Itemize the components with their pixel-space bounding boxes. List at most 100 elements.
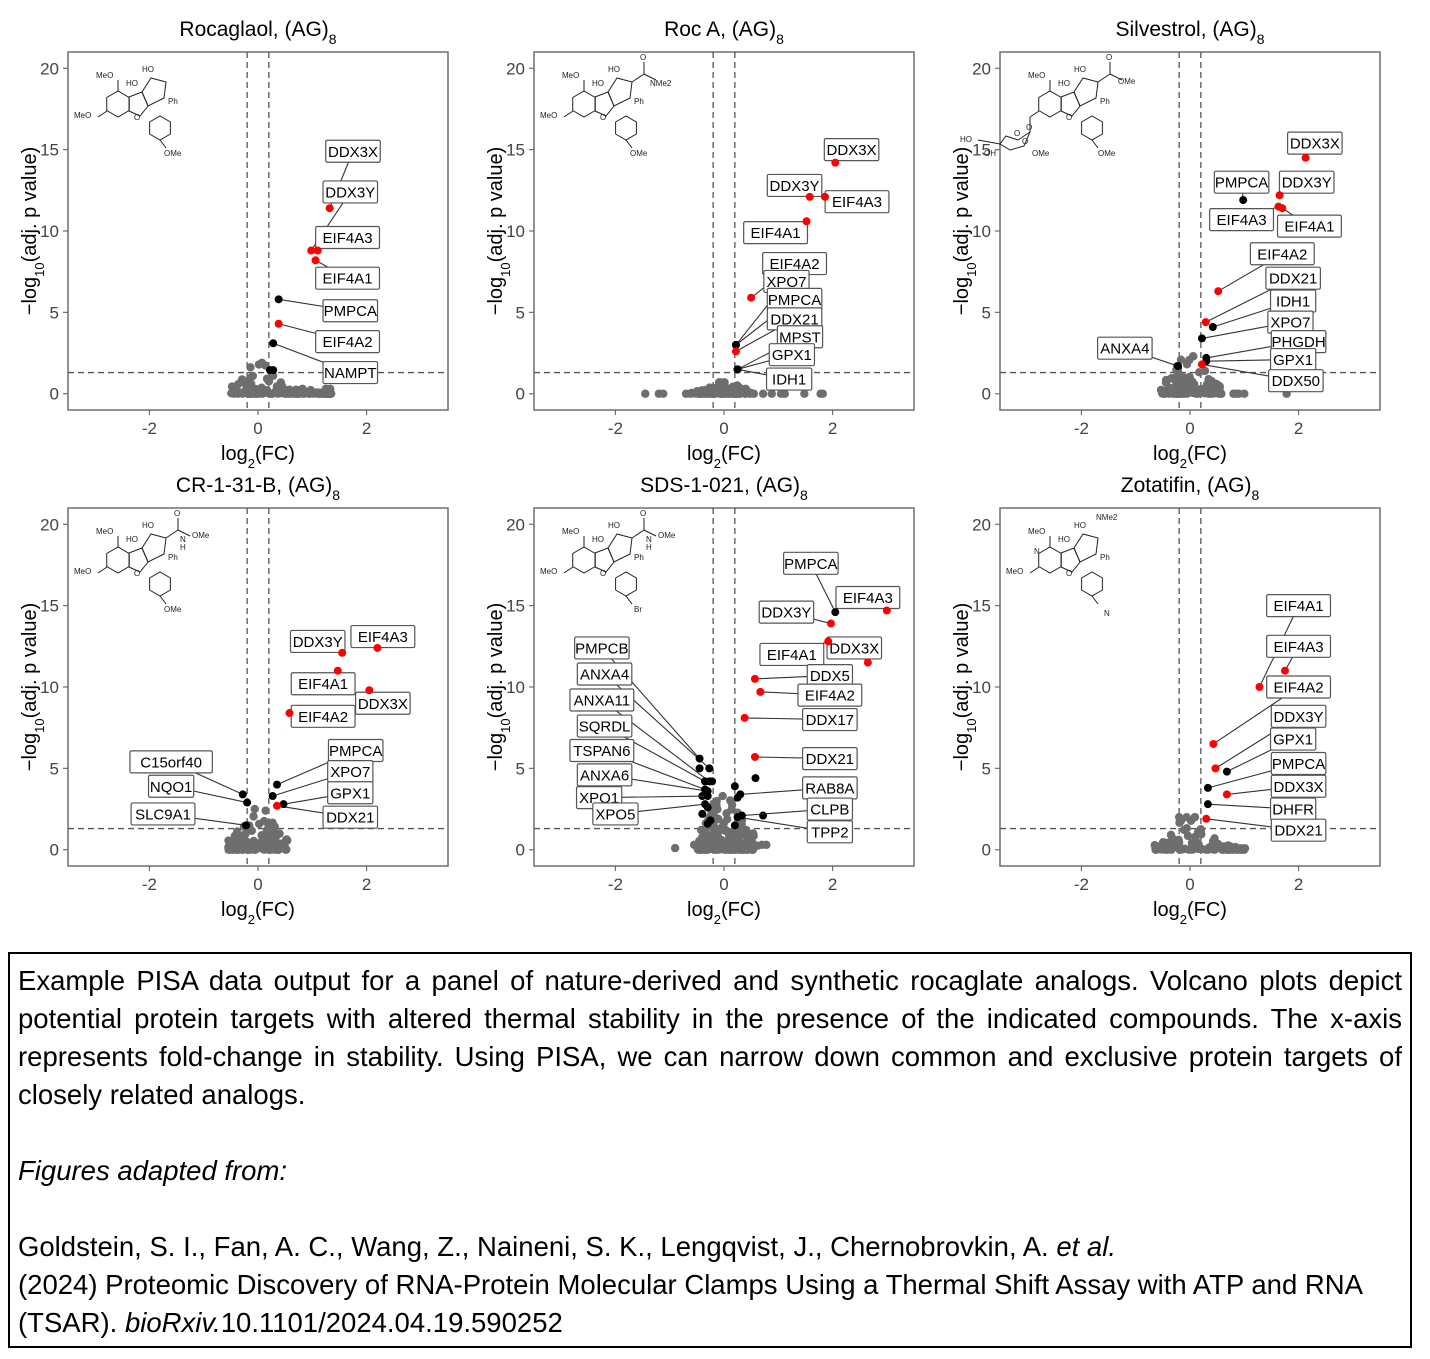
- protein-label-box: [1278, 170, 1335, 194]
- x-tick-label: 2: [362, 419, 371, 438]
- protein-label-box: [1287, 131, 1343, 155]
- data-point-nonsignificant: [244, 845, 253, 854]
- data-point-nonsignificant: [705, 844, 715, 854]
- protein-label-box: [129, 750, 213, 774]
- structure-atom-label: OMe: [1098, 149, 1116, 158]
- data-point-significant: [731, 340, 740, 349]
- structure-atom-label: Ph: [634, 553, 644, 562]
- data-point-highlighted: [1211, 764, 1220, 773]
- protein-label: EIF4A1: [315, 266, 381, 290]
- structure-atom-label: O: [134, 113, 140, 122]
- structure-atom-label: H: [180, 543, 186, 552]
- data-point-nonsignificant: [1174, 812, 1184, 822]
- x-tick-label: 0: [1185, 419, 1194, 438]
- data-point-nonsignificant: [1185, 844, 1195, 854]
- y-tick-label: 10: [972, 678, 991, 697]
- structure-atom-label: H: [646, 543, 652, 552]
- structure-atom-label: HO: [1074, 65, 1086, 74]
- data-point-nonsignificant: [1195, 385, 1205, 395]
- protein-label-text: ANXA11: [574, 693, 630, 710]
- structure-atom-label: O: [174, 509, 180, 518]
- y-axis-label: −log10(adj. p value): [485, 603, 513, 771]
- protein-label-box: [147, 774, 195, 798]
- protein-label-text: PMPCA: [1272, 756, 1325, 773]
- data-point-nonsignificant: [1190, 812, 1200, 822]
- volcano-panel-sds-1-021: SDS-1-021, (AG)8 0 5 10 15 20 -2 0 2 log2(FC) −log…: [466, 456, 936, 927]
- data-point-highlighted: [747, 293, 756, 302]
- data-point-nonsignificant: [730, 845, 739, 854]
- protein-label-text: XPO7: [1270, 315, 1310, 332]
- protein-label-box: [315, 266, 381, 290]
- y-tick-label: 0: [50, 385, 59, 404]
- protein-label-box: [315, 330, 381, 354]
- structure-atom-label: O: [1066, 569, 1072, 578]
- data-point-nonsignificant: [712, 824, 721, 833]
- data-point-nonsignificant: [1223, 845, 1233, 854]
- protein-label-box: [802, 747, 858, 771]
- data-point-nonsignificant: [272, 382, 282, 391]
- protein-label-box: [1268, 369, 1324, 393]
- structure-atom-label: HO: [608, 65, 620, 74]
- protein-label-box: [322, 180, 379, 204]
- plot-frame: [67, 507, 449, 867]
- protein-label-box: [1270, 751, 1327, 776]
- data-point-highlighted: [826, 619, 835, 628]
- structure-atom-label: MeO: [74, 567, 91, 576]
- data-point-highlighted: [731, 347, 740, 356]
- data-point-nonsignificant: [670, 843, 680, 853]
- protein-label-box: [758, 600, 815, 624]
- protein-label: EIF4A1: [759, 642, 825, 667]
- protein-label-text: EIF4A3: [1217, 212, 1267, 229]
- protein-label-text: DDX3Y: [761, 605, 811, 622]
- data-point-highlighted: [338, 648, 347, 657]
- protein-label-box: [576, 662, 633, 686]
- data-point-significant: [243, 798, 252, 807]
- protein-label-text: PMPCA: [784, 556, 837, 573]
- data-point-highlighted: [1281, 666, 1289, 675]
- volcano-panel-zotatifin: Zotatifin, (AG)8 0 5 10 15 20 -2 0 2 log2(FC) −log…: [932, 456, 1402, 927]
- data-point-nonsignificant: [641, 389, 650, 398]
- protein-label-text: DDX21: [326, 810, 374, 827]
- protein-label-text: EIF4A3: [843, 590, 893, 607]
- x-tick-label: 0: [253, 875, 262, 894]
- data-point-nonsignificant: [767, 389, 776, 398]
- protein-label: DDX3Y: [1278, 170, 1335, 194]
- plot-title: Rocaglaol, (AG)8: [179, 18, 336, 47]
- structure-atom-label: OMe: [1032, 149, 1050, 158]
- data-point-significant: [730, 782, 739, 791]
- y-axis-label: −log10(adj. p value): [951, 603, 979, 771]
- data-point-nonsignificant: [704, 833, 713, 842]
- x-tick-label: -2: [1074, 419, 1089, 438]
- structure-atom-label: MeO: [540, 111, 557, 120]
- protein-label-text: EIF4A2: [1257, 246, 1307, 263]
- data-point-nonsignificant: [737, 844, 746, 853]
- data-point-highlighted: [1278, 204, 1287, 213]
- volcano-panel-roc-a: Roc A, (AG)8 0 5 10 15 20 -2 0 2 log2(FC) −log10(a…: [466, 0, 936, 471]
- protein-label: DDX21: [322, 805, 379, 829]
- x-tick-label: -2: [608, 419, 623, 438]
- protein-label: DDX3Y: [1270, 704, 1327, 728]
- structure-atom-label: Ph: [1100, 97, 1110, 106]
- data-point-nonsignificant: [1158, 389, 1167, 398]
- protein-label: TPP2: [806, 820, 854, 844]
- protein-label-text: C15orf40: [140, 754, 202, 771]
- y-tick-label: 0: [516, 385, 525, 404]
- protein-label-text: TSPAN6: [573, 743, 630, 760]
- protein-label-box: [835, 585, 901, 610]
- x-axis-label: log2(FC): [1153, 443, 1227, 471]
- protein-label-text: EIF4A2: [1274, 680, 1324, 697]
- protein-label-text: EIF4A2: [805, 688, 855, 705]
- y-axis-label: −log10(adj. p value): [951, 147, 979, 315]
- protein-label-box: [350, 624, 416, 649]
- data-point-significant: [751, 774, 760, 783]
- protein-label-box: [315, 225, 381, 250]
- data-point-significant: [703, 792, 712, 801]
- data-point-nonsignificant: [694, 388, 703, 398]
- protein-label-text: TPP2: [811, 824, 849, 841]
- data-point-significant: [1203, 783, 1212, 792]
- data-point-nonsignificant: [268, 818, 277, 827]
- data-point-significant: [1222, 767, 1231, 776]
- data-point-significant: [736, 790, 745, 799]
- protein-label: PMPCA: [766, 287, 823, 311]
- data-point-nonsignificant: [1210, 834, 1219, 843]
